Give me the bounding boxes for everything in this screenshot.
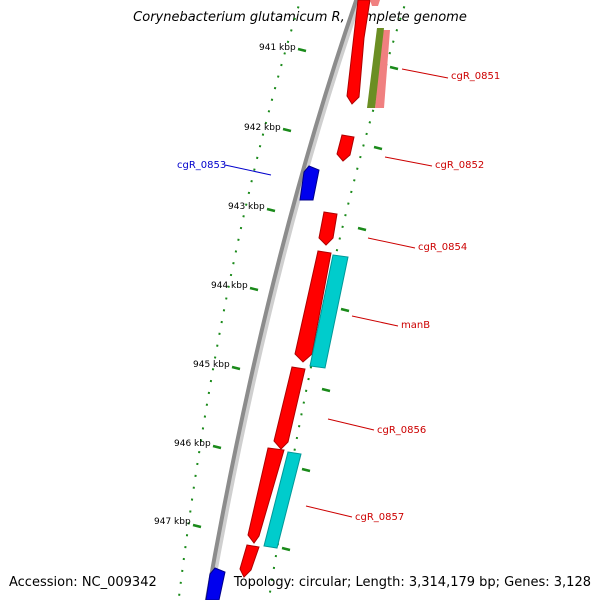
tick-label-947: 947 kbp [154, 517, 191, 527]
outer-tick-mark [340, 307, 350, 313]
misc-feature-cgr0851[interactable] [367, 28, 384, 108]
gene-arrow-cgr0853[interactable] [299, 165, 320, 201]
kbp-ticks: 941 kbp 942 kbp 943 kbp 944 kbp 945 kbp … [154, 43, 399, 552]
gene-label-cgr0854[interactable]: cgR_0854 [418, 242, 467, 253]
tick-label-943: 943 kbp [228, 202, 265, 212]
leader-line-manb [351, 315, 399, 327]
leader-line-cgr0854 [367, 237, 416, 249]
accession-text: Accession: NC_009342 [9, 575, 157, 590]
genome-summary-text: Topology: circular; Length: 3,314,179 bp… [233, 575, 591, 590]
gene-arrow-cgr0852[interactable] [336, 134, 355, 162]
outer-tick-mark [357, 226, 367, 232]
gene-label-cgr0852[interactable]: cgR_0852 [435, 160, 484, 171]
gene-arrow-cgr0854[interactable] [318, 211, 338, 246]
gene-label-cgr0857[interactable]: cgR_0857 [355, 512, 404, 523]
outer-tick-mark [389, 65, 399, 71]
gene-arrow-cgr0857[interactable] [247, 447, 285, 544]
tick-mark-941 [297, 47, 307, 53]
tick-mark-945 [231, 365, 241, 371]
pseudo-feature-cgr0851[interactable] [375, 30, 390, 108]
tick-mark-946 [212, 444, 222, 450]
leader-line-cgr0851 [401, 68, 449, 79]
leader-line-cgr0852 [384, 156, 433, 167]
outer-tick-mark [301, 467, 311, 473]
tick-mark-944 [249, 286, 259, 292]
tick-label-945: 945 kbp [193, 360, 230, 370]
tick-mark-943 [266, 207, 276, 213]
leader-line-cgr0856 [327, 418, 375, 431]
gene-arrow-manb[interactable] [294, 250, 332, 363]
gene-arrow-cgr0856[interactable] [273, 366, 306, 450]
rna-feature-cgr0857[interactable] [263, 451, 302, 549]
gene-label-cgr0853[interactable]: cgR_0853 [177, 160, 226, 171]
tick-mark-942 [282, 127, 292, 133]
tick-label-941: 941 kbp [259, 43, 296, 53]
leader-line-cgr0857 [305, 505, 353, 518]
map-title: Corynebacterium glutamicum R, complete g… [133, 10, 467, 25]
rna-feature-manb[interactable] [309, 254, 349, 369]
leader-line-cgr0853 [224, 164, 272, 176]
gene-arrow-reverse-bottom[interactable] [205, 567, 226, 600]
outer-tick-mark [281, 546, 291, 552]
gene-labels[interactable]: cgR_0851 cgR_0852 cgR_0853 cgR_0854 manB… [177, 68, 500, 523]
tick-label-942: 942 kbp [244, 123, 281, 133]
outer-tick-mark [321, 387, 331, 393]
outer-tick-mark [373, 145, 383, 151]
tick-label-946: 946 kbp [174, 439, 211, 449]
tick-mark-947 [192, 523, 202, 529]
gene-label-cgr0851[interactable]: cgR_0851 [451, 71, 500, 82]
gene-features[interactable] [205, 0, 390, 600]
chromosome-backbone[interactable] [204, 0, 359, 600]
gene-label-cgr0856[interactable]: cgR_0856 [377, 425, 426, 436]
top-feature[interactable] [370, 0, 380, 6]
gene-label-manb[interactable]: manB [401, 320, 430, 331]
tick-label-944: 944 kbp [211, 281, 248, 291]
gene-arrow-next[interactable] [239, 544, 260, 578]
gene-arrow-cgr0851[interactable] [346, 0, 371, 105]
